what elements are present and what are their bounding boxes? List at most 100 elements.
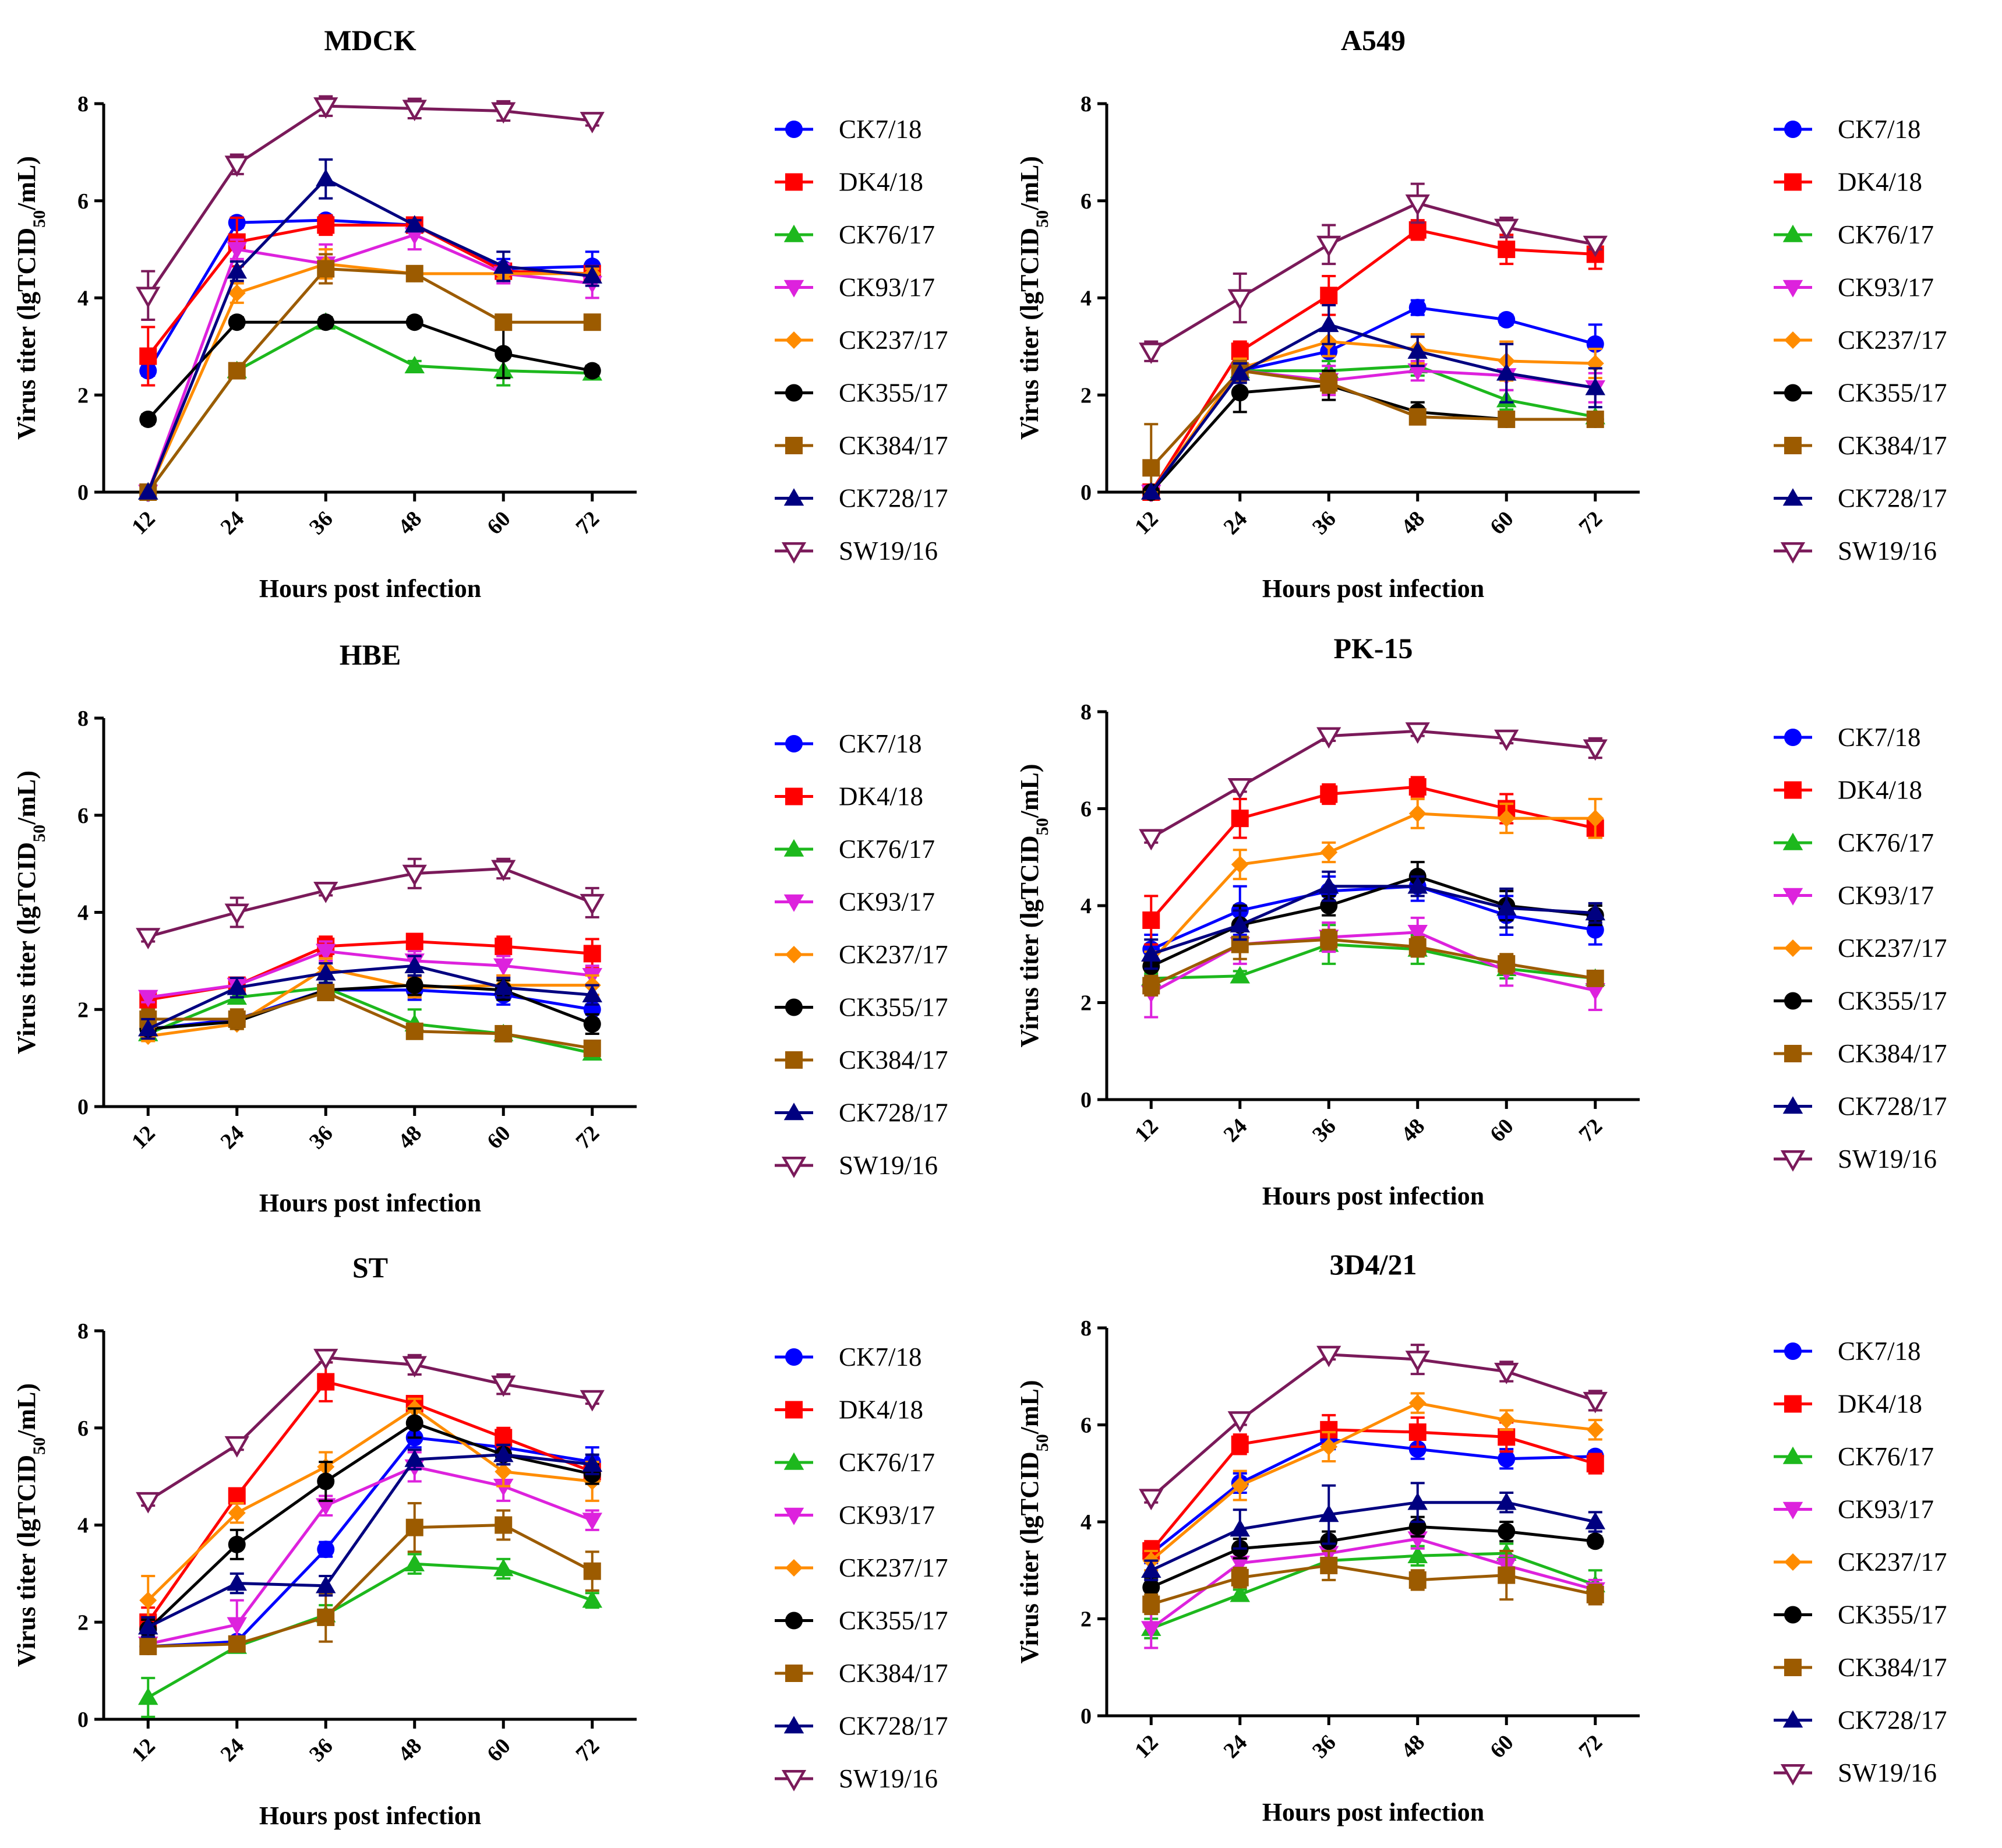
legend-item-ck728-17: CK728/17 bbox=[1774, 1706, 1947, 1735]
x-tick-label: 48 bbox=[394, 1121, 427, 1154]
series-line bbox=[1150, 875, 1596, 968]
y-tick-label: 6 bbox=[77, 189, 89, 214]
series-ck384-17 bbox=[139, 1501, 601, 1655]
y-tick-label: 8 bbox=[77, 1319, 89, 1344]
legend-item-dk4-18: DK4/18 bbox=[1774, 1390, 1922, 1419]
series-ck384-17 bbox=[1142, 928, 1604, 997]
legend-marker bbox=[1784, 729, 1802, 746]
legend-item-ck384-17: CK384/17 bbox=[1774, 1653, 1947, 1682]
data-point bbox=[495, 937, 513, 955]
data-point bbox=[405, 1022, 423, 1040]
series-line bbox=[1151, 943, 1596, 980]
data-point bbox=[1407, 341, 1428, 359]
data-point bbox=[227, 261, 247, 279]
y-tick-label: 6 bbox=[1081, 189, 1092, 214]
y-tick-label: 8 bbox=[77, 92, 89, 116]
legend-marker bbox=[1784, 939, 1802, 957]
data-point bbox=[491, 102, 516, 124]
data-point bbox=[316, 963, 336, 981]
legend-label: CK237/17 bbox=[1838, 326, 1947, 355]
data-point bbox=[1585, 377, 1605, 395]
data-point bbox=[1583, 235, 1608, 257]
legend-marker bbox=[1784, 1342, 1802, 1360]
legend-item-ck355-17: CK355/17 bbox=[1774, 1600, 1947, 1630]
data-point bbox=[580, 893, 605, 916]
legend-marker bbox=[1782, 1501, 1803, 1520]
data-point bbox=[583, 1039, 601, 1057]
data-point bbox=[317, 1472, 335, 1490]
data-point bbox=[228, 1010, 246, 1028]
legend-label: CK93/17 bbox=[1838, 881, 1934, 910]
legend-marker bbox=[1782, 1096, 1803, 1114]
data-point bbox=[1142, 977, 1160, 995]
x-tick-label: 60 bbox=[1485, 507, 1519, 540]
data-point bbox=[1586, 1421, 1604, 1439]
legend-marker bbox=[785, 173, 803, 191]
legend-label: CK728/17 bbox=[839, 1098, 948, 1128]
x-tick-label: 12 bbox=[1130, 507, 1163, 540]
y-tick-label: 8 bbox=[1081, 1316, 1092, 1341]
x-tick-label: 36 bbox=[305, 1734, 338, 1767]
legend-item-ck93-17: CK93/17 bbox=[1774, 881, 1934, 910]
data-point bbox=[317, 1540, 335, 1559]
legend-item-ck237-17: CK237/17 bbox=[1774, 934, 1947, 963]
legend-label: CK93/17 bbox=[839, 273, 935, 302]
legend-item-ck728-17: CK728/17 bbox=[775, 1712, 948, 1741]
data-point bbox=[316, 1498, 336, 1516]
legend-label: CK355/17 bbox=[839, 1606, 948, 1635]
legend-item-ck355-17: CK355/17 bbox=[775, 379, 948, 408]
legend-item-ck355-17: CK355/17 bbox=[775, 1606, 948, 1635]
series-line bbox=[1150, 885, 1595, 956]
series-line bbox=[147, 1380, 593, 1623]
legend: CK7/18 DK4/18 CK76/17 CK93/17 CK237/17 CK355/… bbox=[775, 729, 948, 1180]
data-point bbox=[313, 97, 338, 119]
data-point bbox=[224, 1436, 249, 1458]
data-point bbox=[1141, 1560, 1161, 1578]
data-point bbox=[317, 1608, 335, 1626]
data-point bbox=[1141, 944, 1161, 962]
legend-marker bbox=[783, 894, 804, 912]
data-point bbox=[136, 1492, 161, 1514]
x-tick-label: 36 bbox=[1308, 507, 1341, 540]
y-tick-label: 8 bbox=[1081, 700, 1092, 725]
legend-label: CK7/18 bbox=[839, 729, 922, 758]
data-point bbox=[404, 1553, 425, 1571]
legend-marker bbox=[785, 331, 803, 349]
x-tick-label: 60 bbox=[1485, 1114, 1519, 1147]
data-point bbox=[493, 1479, 514, 1497]
y-tick-label: 8 bbox=[77, 706, 89, 731]
data-point bbox=[495, 345, 513, 363]
data-point bbox=[1498, 1450, 1516, 1468]
data-point bbox=[228, 1535, 246, 1553]
chart-title: PK-15 bbox=[1333, 632, 1413, 665]
data-point bbox=[1407, 1492, 1428, 1510]
data-point bbox=[1408, 1394, 1427, 1412]
x-tick-label: 72 bbox=[571, 1121, 605, 1154]
y-axis-label: Virus titer (lgTCID50/mL) bbox=[12, 771, 49, 1054]
legend-item-ck7-18: CK7/18 bbox=[1774, 1337, 1921, 1366]
data-point bbox=[227, 242, 247, 260]
y-tick-label: 0 bbox=[1081, 480, 1092, 505]
x-tick-label: 12 bbox=[127, 507, 160, 540]
x-tick-label: 48 bbox=[394, 507, 427, 540]
series-ck384-17 bbox=[1142, 359, 1604, 493]
data-point bbox=[228, 362, 246, 380]
series-line bbox=[147, 1407, 593, 1602]
legend-item-ck93-17: CK93/17 bbox=[1774, 1495, 1934, 1524]
series-line bbox=[147, 1356, 593, 1502]
x-axis-label: Hours post infection bbox=[259, 574, 481, 603]
data-point bbox=[1585, 903, 1605, 921]
y-tick-label: 2 bbox=[77, 383, 89, 408]
data-point bbox=[583, 362, 601, 380]
data-point bbox=[1498, 1566, 1516, 1584]
legend: CK7/18 DK4/18 CK76/17 CK93/17 CK237/17 CK355/… bbox=[775, 115, 948, 566]
data-point bbox=[1498, 955, 1516, 973]
y-tick-label: 2 bbox=[77, 1610, 89, 1635]
legend-label: CK384/17 bbox=[1838, 1039, 1947, 1068]
data-point bbox=[1139, 829, 1164, 851]
series-line bbox=[1150, 1428, 1596, 1552]
y-tick-label: 0 bbox=[1081, 1088, 1092, 1112]
data-point bbox=[136, 287, 161, 309]
series-line bbox=[147, 267, 592, 493]
